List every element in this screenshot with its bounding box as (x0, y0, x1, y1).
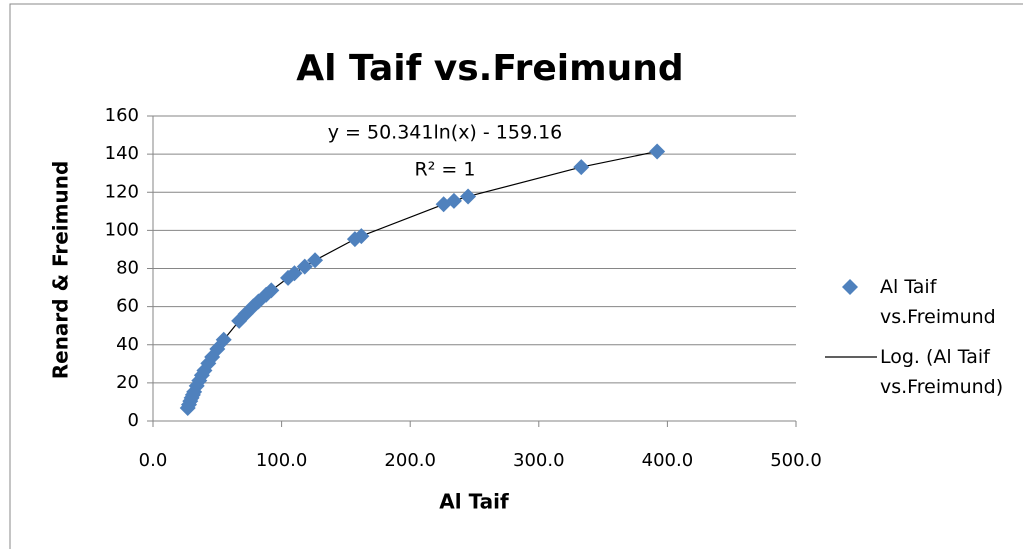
data-point (245, 298, 262, 315)
legend-marker (842, 279, 858, 295)
y-axis-label: Renard & Freimund (49, 161, 73, 380)
y-tick-label: 160 (105, 105, 139, 126)
x-axis-label: Al Taif (439, 490, 509, 514)
y-tick-label: 80 (116, 258, 139, 279)
y-tick-label: 140 (105, 143, 139, 164)
data-point (445, 192, 462, 209)
legend-label: Log. (Al Taif vs.Freimund) (880, 346, 1004, 398)
data-point (263, 282, 280, 299)
y-tick-label: 60 (116, 296, 139, 317)
chart-border (9, 3, 1023, 549)
r-squared: R² = 1 (415, 159, 476, 181)
data-point (296, 258, 313, 275)
y-tick-label: 100 (105, 219, 139, 240)
x-tick-label: 100.0 (256, 450, 308, 471)
data-point (307, 252, 324, 269)
y-tick-label: 120 (105, 181, 139, 202)
data-point (649, 143, 666, 160)
x-tick-label: 400.0 (642, 450, 694, 471)
y-tick-label: 0 (128, 410, 139, 431)
legend-label: Al Taif vs.Freimund (880, 276, 996, 328)
equation: y = 50.341ln(x) - 159.16 (328, 122, 563, 144)
x-tick-label: 0.0 (139, 450, 168, 471)
data-point (573, 159, 590, 176)
x-tick-label: 300.0 (513, 450, 565, 471)
data-point (353, 228, 370, 245)
chart-title: Al Taif vs.Freimund (296, 48, 683, 89)
data-point (286, 265, 303, 282)
x-tick-label: 200.0 (384, 450, 436, 471)
y-tick-label: 20 (116, 372, 139, 393)
y-tick-label: 40 (116, 334, 139, 355)
x-tick-label: 500.0 (770, 450, 822, 471)
data-point (460, 188, 477, 205)
data-point (215, 331, 232, 348)
